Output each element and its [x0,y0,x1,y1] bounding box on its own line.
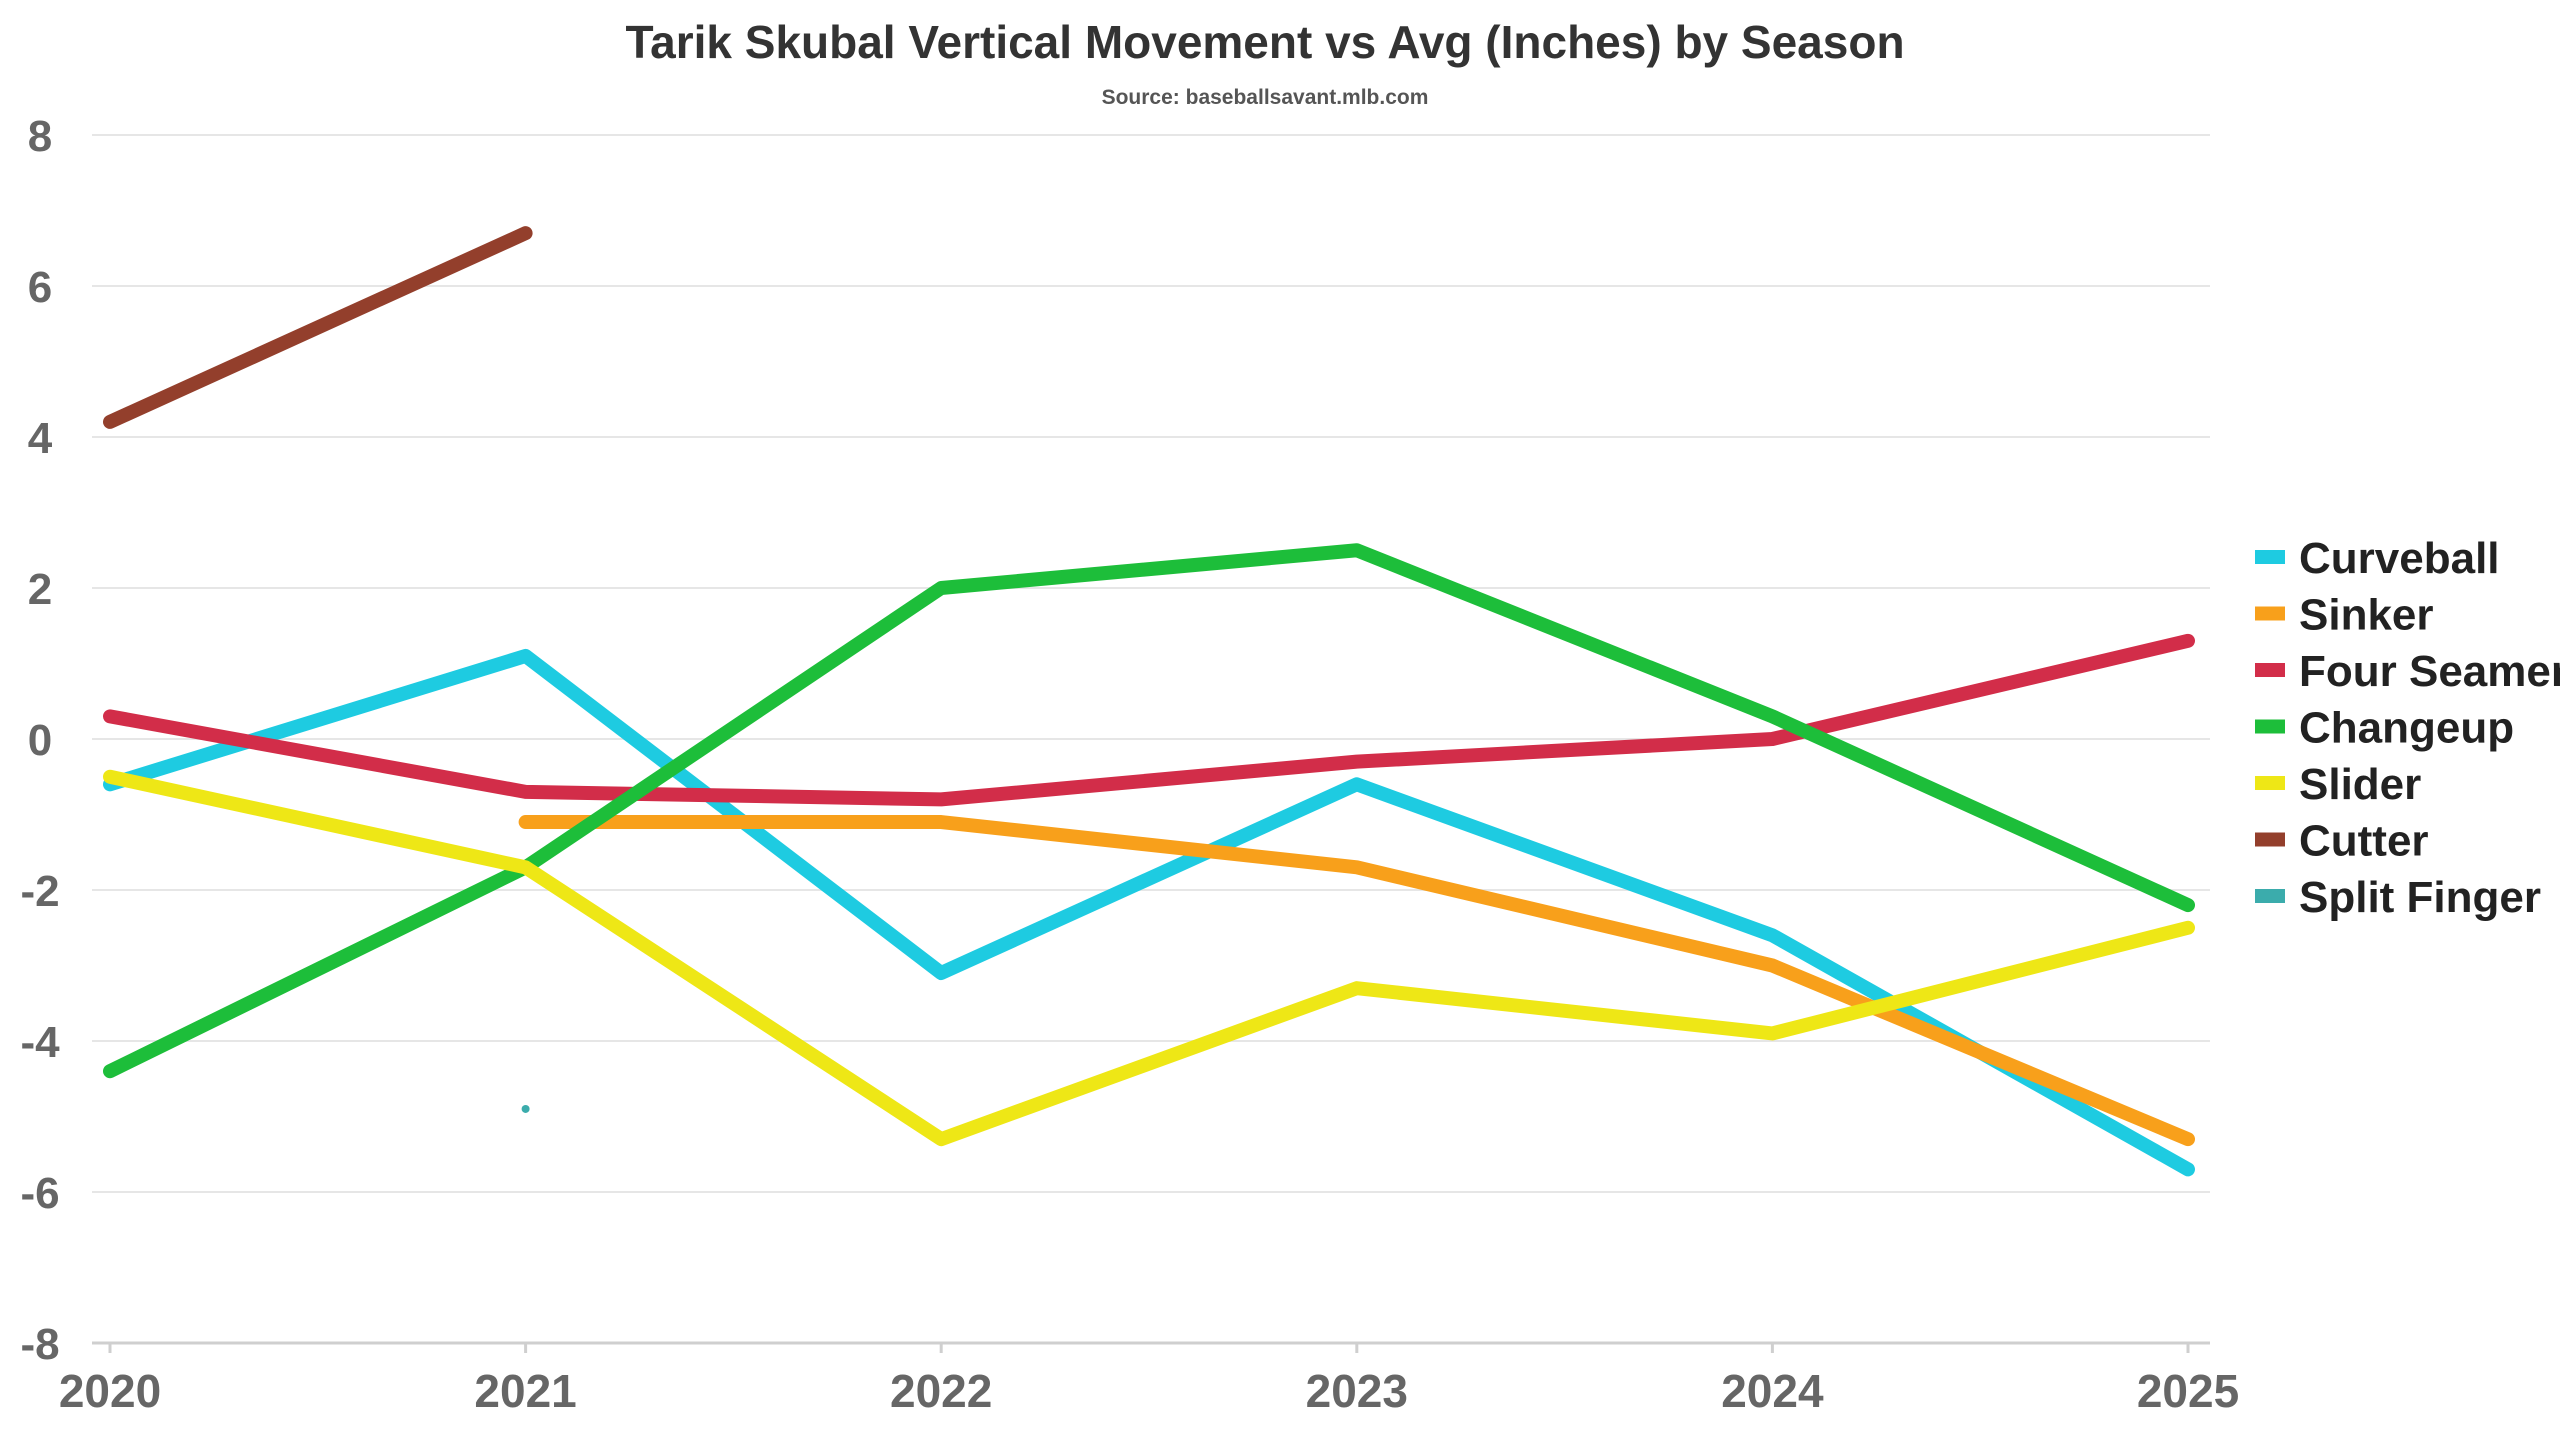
y-tick-label: 6 [28,263,52,312]
y-tick-label: -2 [20,867,59,916]
series-point-split-finger [521,1104,530,1113]
legend-label-four-seamer: Four Seamer [2299,647,2560,696]
legend-label-changeup: Changeup [2299,704,2514,753]
chart-title: Tarik Skubal Vertical Movement vs Avg (I… [625,16,1904,68]
legend-swatch-split-finger [2255,889,2285,903]
chart-subtitle: Source: baseballsavant.mlb.com [1102,86,1429,109]
legend-swatch-slider [2255,776,2285,790]
legend-label-slider: Slider [2299,760,2421,809]
x-tick-label: 2022 [890,1365,992,1417]
y-tick-label: 0 [28,716,52,765]
series-line-changeup [103,543,2195,1079]
series-lines [103,226,2195,1177]
x-tick-label: 2023 [1306,1365,1408,1417]
legend-label-sinker: Sinker [2299,591,2434,640]
y-tick-label: -4 [20,1018,60,1067]
series-line-sinker [518,815,2195,1147]
legend-swatch-sinker [2255,606,2285,621]
legend-label-cutter: Cutter [2299,817,2429,866]
series-line-four-seamer [103,633,2195,807]
legend-label-split-finger: Split Finger [2299,873,2541,922]
series-line-slider [103,769,2195,1147]
y-tick-label: -8 [20,1320,59,1369]
y-tick-label: -6 [20,1169,59,1218]
series-line-cutter [103,226,533,429]
legend-swatch-curveball [2255,550,2285,564]
legend: Curveball Sinker Four Seamer Changeup Slider… [2255,534,2560,922]
legend-swatch-cutter [2255,832,2285,847]
x-tick-label: 2021 [474,1365,576,1417]
gridlines [92,134,2210,1193]
x-tick-label: 2020 [59,1365,161,1417]
y-tick-label: 8 [28,112,52,161]
x-tick-label: 2024 [1721,1365,1824,1417]
y-tick-label: 4 [28,414,53,463]
legend-swatch-four-seamer [2255,663,2285,677]
x-tick-label: 2025 [2137,1365,2239,1417]
legend-label-curveball: Curveball [2299,534,2500,583]
series-line-curveball [103,648,2195,1177]
y-tick-label: 2 [28,565,52,614]
legend-swatch-changeup [2255,719,2285,734]
